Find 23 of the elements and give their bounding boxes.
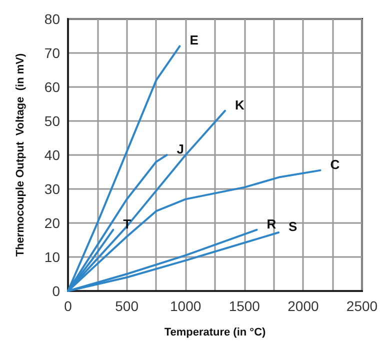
y-tick-label: 80 bbox=[44, 11, 60, 27]
series-label: K bbox=[234, 97, 245, 112]
y-tick-label: 30 bbox=[44, 181, 60, 197]
series-label: R bbox=[266, 216, 277, 232]
series-label: C bbox=[330, 156, 340, 172]
y-tick-label: 60 bbox=[44, 79, 60, 95]
x-tick-label: 2500 bbox=[346, 298, 378, 314]
x-axis-title: Temperature (in °C) bbox=[164, 326, 266, 338]
y-axis-title: Thermocouple Output Voltage (in mV) bbox=[14, 53, 26, 257]
y-tick-label: 70 bbox=[44, 45, 60, 61]
y-tick-label: 40 bbox=[44, 147, 60, 163]
y-tick-label: 10 bbox=[44, 249, 60, 265]
x-tick-label: 2000 bbox=[288, 298, 319, 314]
x-tick-label: 1500 bbox=[228, 298, 260, 314]
series-label: E bbox=[190, 32, 199, 48]
series-label: J bbox=[176, 142, 184, 156]
y-tick-label: 0 bbox=[52, 283, 60, 299]
series-label: S bbox=[288, 219, 298, 234]
y-tick-label: 50 bbox=[44, 113, 60, 129]
x-tick-label: 1000 bbox=[170, 298, 202, 314]
x-tick-label: 500 bbox=[115, 298, 139, 314]
x-tick-label: 0 bbox=[64, 298, 72, 314]
y-tick-label: 20 bbox=[44, 215, 60, 231]
